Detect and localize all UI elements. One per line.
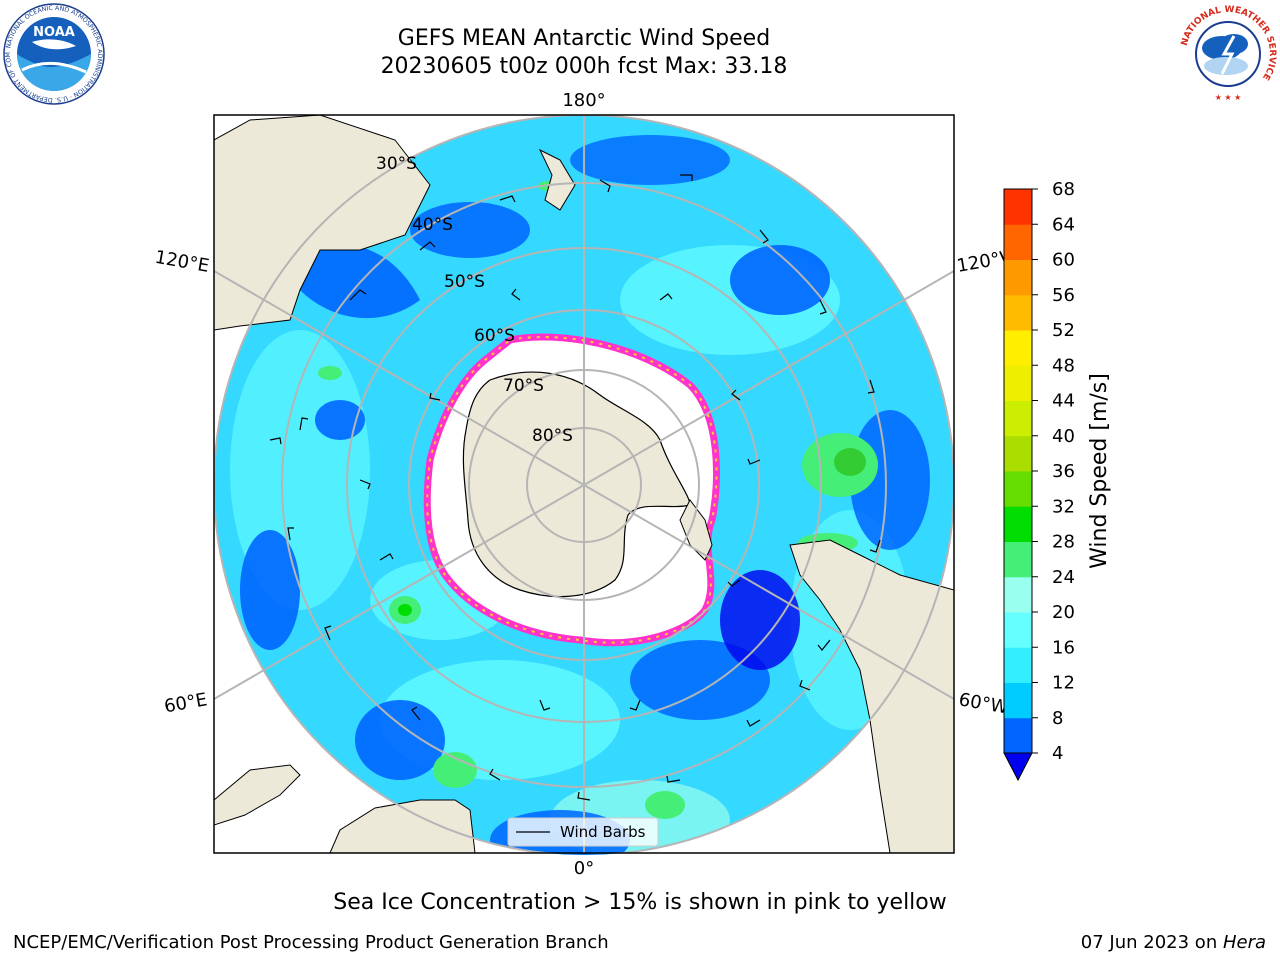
footer-date: 07 Jun 2023 on Hera xyxy=(1081,932,1266,953)
colorbar-segment xyxy=(1004,294,1032,331)
antarctic-peninsula xyxy=(679,499,713,561)
footer-date-text: 07 Jun 2023 on xyxy=(1080,932,1223,953)
colorbar-tick-label: 16 xyxy=(1052,637,1075,658)
svg-text:★ ★ ★: ★ ★ ★ xyxy=(1215,93,1242,102)
colorbar-label: Wind Speed [m/s] xyxy=(1087,373,1112,569)
colorbar-segment xyxy=(1004,647,1032,683)
lon-label-60w: 60°W xyxy=(957,689,1010,718)
map-frame xyxy=(213,114,955,854)
colorbar-segments xyxy=(1004,189,1032,754)
colorbar-segment xyxy=(1004,576,1032,613)
map-subtitle: 20230605 t00z 000h fcst Max: 33.18 xyxy=(380,54,788,79)
colorbar-tick-label: 36 xyxy=(1052,461,1075,482)
colorbar-segment xyxy=(1004,471,1032,507)
colorbar-segment xyxy=(1004,541,1032,578)
colorbar-segment xyxy=(1004,400,1032,437)
colorbar-tick-label: 20 xyxy=(1052,602,1075,623)
colorbar-segment xyxy=(1004,717,1032,754)
colorbar-tick-label: 4 xyxy=(1052,743,1063,764)
colorbar-segment xyxy=(1004,259,1032,296)
noaa-logo-text: NOAA xyxy=(33,25,75,40)
colorbar-tick-label: 12 xyxy=(1052,673,1075,694)
colorbar-segment xyxy=(1004,330,1032,366)
colorbar-tick-label: 68 xyxy=(1052,179,1075,200)
colorbar-segment xyxy=(1004,682,1032,719)
noaa-logo: NATIONAL OCEANIC AND ATMOSPHERIC ADMINIS… xyxy=(2,2,105,105)
colorbar-tick-label: 60 xyxy=(1052,250,1075,271)
lon-label-60e: 60°E xyxy=(163,689,209,717)
footer-host: Hera xyxy=(1222,932,1266,953)
graticule xyxy=(214,115,954,853)
colorbar-tick-label: 28 xyxy=(1052,532,1075,553)
footer-credit: NCEP/EMC/Verification Post Processing Pr… xyxy=(13,932,609,953)
lat-label-60s: 60°S xyxy=(474,326,515,346)
colorbar-segment xyxy=(1004,435,1032,472)
wind-barbs xyxy=(269,174,881,801)
legend-label: Wind Barbs xyxy=(560,823,646,841)
colorbar-segment xyxy=(1004,506,1032,542)
lat-label-40s: 40°S xyxy=(412,215,453,235)
colorbar-tick-label: 8 xyxy=(1052,708,1063,729)
colorbar-tick-label: 24 xyxy=(1052,567,1075,588)
colorbar-tick-label: 56 xyxy=(1052,285,1075,306)
colorbar-segment xyxy=(1004,612,1032,648)
colorbar-under-arrow xyxy=(1003,752,1033,782)
lat-label-50s: 50°S xyxy=(444,272,485,292)
lat-label-30s: 30°S xyxy=(376,154,417,174)
wind-barbs-legend: Wind Barbs xyxy=(507,817,659,847)
map-title: GEFS MEAN Antarctic Wind Speed xyxy=(397,26,771,51)
nws-logo: NATIONAL WEATHER SERVICE ★ ★ ★ xyxy=(1178,4,1278,104)
sea-ice-caption: Sea Ice Concentration > 15% is shown in … xyxy=(333,890,947,915)
lon-label-120e: 120°E xyxy=(153,247,211,277)
lat-label-70s: 70°S xyxy=(503,376,544,396)
colorbar-segment xyxy=(1004,224,1032,260)
colorbar-tick-label: 48 xyxy=(1052,355,1075,376)
antarctica xyxy=(462,371,691,598)
lat-label-80s: 80°S xyxy=(532,426,573,446)
colorbar-segment xyxy=(1004,189,1032,225)
colorbar-tick-label: 44 xyxy=(1052,391,1075,412)
lon-label-0: 0° xyxy=(574,858,594,879)
colorbar-tick-label: 64 xyxy=(1052,214,1075,235)
colorbar-tick-label: 40 xyxy=(1052,426,1075,447)
sea-ice-edge-yellow xyxy=(426,336,718,644)
colorbar-tick-label: 32 xyxy=(1052,496,1075,517)
colorbar-segment xyxy=(1004,365,1032,401)
lon-label-180: 180° xyxy=(562,90,605,111)
colorbar-tick-label: 52 xyxy=(1052,320,1075,341)
